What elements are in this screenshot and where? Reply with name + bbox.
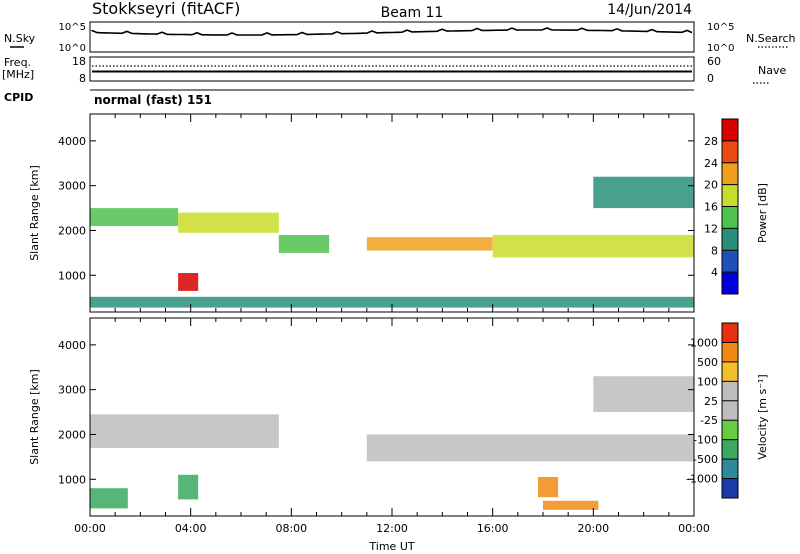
power-cbar-label-0: 28 (704, 135, 718, 148)
power-axis: 1000 2000 3000 4000 (58, 114, 695, 312)
power-cbar-label-1: 24 (704, 157, 718, 170)
power-colorbar-label: Power [dB] (756, 183, 769, 243)
velocity-axis: 1000 2000 3000 4000 00:00 04:00 08:00 12:00 16:0… (58, 318, 710, 535)
velocity-cbar-label-6: -500 (693, 453, 718, 466)
power-cbar-seg-2 (722, 228, 738, 251)
power-cbar-seg-6 (722, 140, 738, 164)
power-ytick-label-0: 1000 (58, 269, 86, 282)
power-ylabel: Slant Range [km] (28, 165, 41, 261)
velocity-ytick-label-3: 4000 (58, 339, 86, 352)
nsky-label: N.Sky (4, 32, 36, 45)
nsearch-tick-top: 10^5 (707, 22, 734, 33)
power-band-7 (178, 273, 199, 291)
power-cbar-label-2: 20 (704, 179, 718, 192)
freq-panel-frame (89, 56, 695, 82)
nsky-panel-frame (89, 21, 695, 53)
nave-tick-bottom: 0 (707, 72, 714, 85)
cpid-value: normal (fast) 151 (94, 93, 212, 107)
velocity-cbar-seg-8 (722, 323, 738, 343)
power-band-3 (366, 237, 493, 251)
power-ytick-label-3: 4000 (58, 135, 86, 148)
velocity-xtick-label-4: 16:00 (477, 522, 509, 535)
power-cbar-label-4: 12 (704, 222, 718, 235)
power-data-layer (90, 176, 694, 308)
freq-tick-bottom: 8 (79, 72, 86, 85)
velocity-cbar-frame (721, 322, 739, 499)
power-cbar-seg-5 (722, 162, 738, 186)
power-colorbar: 28 24 20 16 12 8 4 (704, 118, 739, 295)
velocity-xtick-label-6: 00:00 (678, 522, 710, 535)
velocity-cbar-seg-2 (722, 439, 738, 460)
velocity-xtick-label-0: 00:00 (74, 522, 106, 535)
velocity-xtick-label-2: 08:00 (275, 522, 307, 535)
power-band-0 (90, 208, 179, 226)
nsky-tick-bottom: 10^0 (59, 43, 86, 54)
velocity-cbar-label-7: -1000 (686, 473, 718, 486)
beam-title: Beam 11 (381, 5, 444, 21)
velocity-cbar-seg-1 (722, 459, 738, 479)
velocity-cbar-seg-6 (722, 361, 738, 382)
velocity-colorbar-label: Velocity [m s⁻¹] (756, 374, 769, 459)
velocity-band-6 (593, 376, 694, 412)
velocity-band-2 (538, 477, 559, 498)
cpid-label: CPID (4, 91, 33, 104)
velocity-data-layer (90, 376, 694, 510)
power-band-6 (593, 176, 694, 209)
velocity-band-0 (90, 414, 279, 448)
date-title: 14/Jun/2014 (607, 2, 692, 18)
nsearch-tick-bottom: 10^0 (707, 43, 734, 54)
velocity-ylabel: Slant Range [km] (28, 369, 41, 465)
velocity-xtick-label-3: 12:00 (376, 522, 408, 535)
velocity-ytick-label-0: 1000 (58, 473, 86, 486)
power-ytick-label-2: 3000 (58, 180, 86, 193)
velocity-cbar-seg-0 (722, 478, 738, 499)
velocity-cbar-label-4: -25 (700, 414, 718, 427)
velocity-band-4 (178, 474, 199, 500)
velocity-band-5 (90, 488, 128, 509)
velocity-cbar-label-2: 100 (697, 375, 718, 388)
power-ytick-label-1: 2000 (58, 224, 86, 237)
nave-label: Nave (758, 64, 786, 77)
velocity-cbar-label-0: 1000 (690, 336, 718, 349)
power-band-2 (278, 235, 330, 253)
power-cbar-label-3: 16 (704, 201, 718, 214)
velocity-ytick-label-1: 2000 (58, 428, 86, 441)
velocity-cbar-seg-4 (722, 400, 738, 421)
velocity-cbar-seg-5 (722, 381, 738, 402)
power-band-4 (492, 235, 694, 258)
freq-label: Freq. (4, 56, 31, 69)
power-cbar-seg-7 (722, 119, 738, 142)
power-band-1 (178, 212, 279, 233)
power-cbar-seg-4 (722, 184, 738, 207)
nave-tick-top: 60 (707, 55, 721, 68)
velocity-band-1 (366, 434, 694, 462)
freq-unit: [MHz] (2, 68, 34, 81)
freq-tick-top: 18 (72, 55, 86, 68)
velocity-cbar-seg-7 (722, 342, 738, 363)
power-cbar-label-6: 4 (711, 266, 718, 279)
power-band-5 (90, 296, 694, 308)
nsky-tick-top: 10^5 (59, 22, 86, 33)
velocity-cbar-label-3: 25 (704, 395, 718, 408)
velocity-cbar-label-1: 500 (697, 356, 718, 369)
velocity-ytick-label-2: 3000 (58, 384, 86, 397)
nsky-trace (91, 27, 693, 36)
nsearch-label: N.Search (746, 32, 796, 45)
velocity-cbar-label-5: -100 (693, 434, 718, 447)
velocity-xtick-label-1: 04:00 (175, 522, 207, 535)
station-title: Stokkseyri (fitACF) (92, 0, 240, 18)
x-axis-title: Time UT (368, 540, 414, 553)
power-cbar-seg-3 (722, 206, 738, 229)
velocity-band-3 (543, 500, 599, 510)
power-cbar-seg-1 (722, 250, 738, 273)
velocity-colorbar: 1000 500 100 25 -25 -100 -500 -1000 (686, 322, 739, 499)
velocity-cbar-seg-3 (722, 420, 738, 441)
velocity-xtick-label-5: 20:00 (577, 522, 609, 535)
power-cbar-seg-0 (722, 272, 738, 295)
power-cbar-label-5: 8 (711, 244, 718, 257)
